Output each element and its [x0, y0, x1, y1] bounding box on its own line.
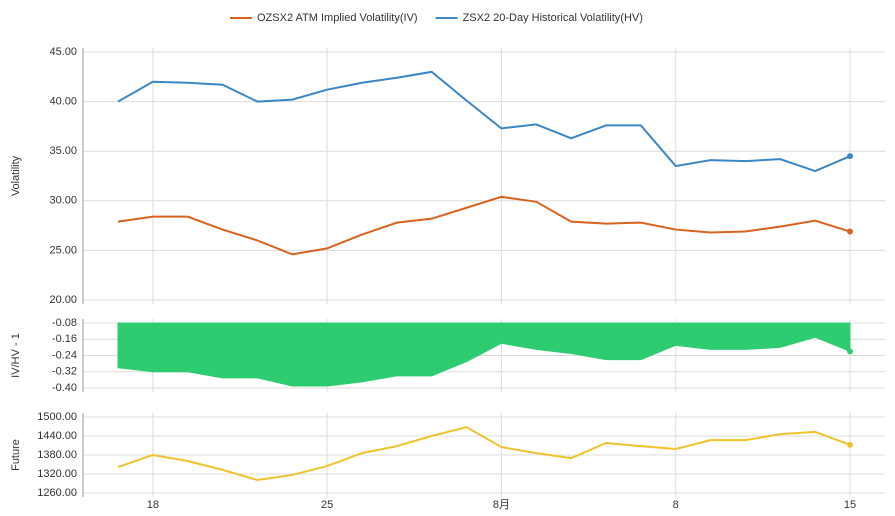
y-tick-label: 25.00 — [49, 244, 77, 256]
x-tick-label: 18 — [147, 499, 159, 511]
y-tick-label: -0.16 — [52, 333, 77, 345]
x-tick-label: 8 — [673, 499, 679, 511]
x-tick-label: 25 — [321, 499, 333, 511]
legend-label: ZSX2 20-Day Historical Volatility(HV) — [463, 12, 643, 24]
y-tick-label: 20.00 — [49, 294, 77, 306]
y-axis-label: IV/HV - 1 — [10, 333, 22, 378]
x-tick-label: 15 — [844, 499, 856, 511]
y-tick-label: 30.00 — [49, 195, 77, 207]
y-tick-label: 1320.00 — [37, 468, 77, 480]
y-tick-label: 45.00 — [49, 46, 77, 58]
y-axis-label: Future — [10, 439, 22, 471]
series-line — [117, 70, 851, 173]
y-tick-label: 1260.00 — [37, 487, 77, 499]
y-tick-label: -0.24 — [52, 349, 77, 361]
area — [117, 322, 851, 387]
series-line — [117, 426, 851, 482]
y-tick-label: 1380.00 — [37, 449, 77, 461]
y-tick-label: -0.08 — [52, 317, 77, 329]
end-marker — [847, 228, 853, 235]
end-marker — [847, 441, 853, 448]
end-marker — [847, 348, 853, 355]
y-tick-label: 35.00 — [49, 145, 77, 157]
y-tick-label: 1500.00 — [37, 411, 77, 423]
end-marker — [847, 153, 853, 160]
y-tick-label: -0.32 — [52, 366, 77, 378]
x-tick-label: 8月 — [493, 499, 510, 511]
y-axis-label: Volatility — [10, 155, 22, 196]
series-line — [117, 195, 851, 256]
y-tick-label: 1440.00 — [37, 430, 77, 442]
y-tick-label: 40.00 — [49, 96, 77, 108]
y-tick-label: -0.40 — [52, 382, 77, 394]
legend-label: OZSX2 ATM Implied Volatility(IV) — [257, 12, 418, 24]
